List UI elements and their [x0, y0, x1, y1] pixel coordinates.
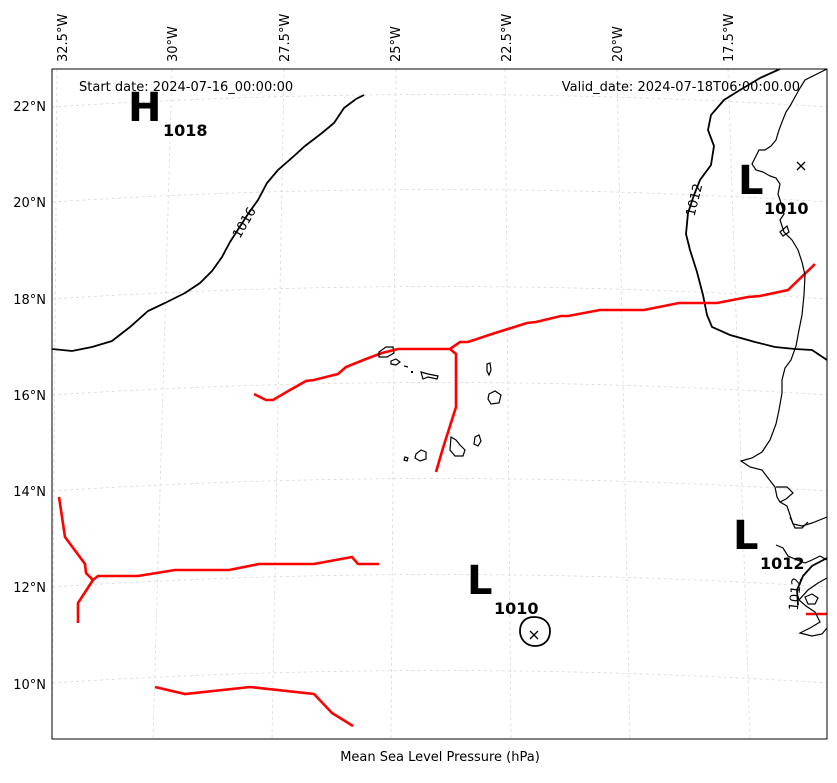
island-santo-antao: [378, 346, 395, 358]
trough-branch: [434, 348, 458, 473]
trough-line: [57, 496, 379, 582]
low-value: 1012: [760, 554, 805, 573]
lat-tick-label: 10°N: [13, 678, 46, 693]
map-area: [52, 69, 827, 739]
meridian-line: [616, 69, 631, 739]
lon-tick-label: 25°W: [389, 26, 404, 62]
lat-tick-label: 22°N: [13, 100, 46, 115]
island-fogo: [414, 449, 427, 462]
coast-detail: [779, 224, 790, 237]
island-sao-vicente: [390, 358, 401, 366]
lat-tick-label: 16°N: [13, 389, 46, 404]
lat-tick-label: 12°N: [13, 581, 46, 596]
meridian-line: [271, 69, 285, 739]
lat-tick-label: 20°N: [13, 196, 46, 211]
lon-tick-labels: 32.5°W 30°W 27.5°W 25°W 22.5°W 20°W 17.5…: [56, 14, 737, 62]
island-sao-nicolau: [420, 371, 439, 380]
lon-tick-label: 22.5°W: [500, 14, 515, 62]
isobar-1010-south: [519, 616, 551, 647]
trough-line: [154, 685, 354, 728]
island-santiago: [449, 435, 466, 457]
lon-tick-label: 32.5°W: [56, 14, 71, 62]
coastlines: [378, 69, 827, 637]
isobar-1012-east: [796, 557, 827, 606]
low-letter: L: [733, 513, 759, 559]
map-frame: [51, 68, 828, 740]
map-caption: Mean Sea Level Pressure (hPa): [340, 750, 540, 765]
lon-tick-label: 27.5°W: [278, 14, 293, 62]
island-boa-vista: [487, 390, 502, 405]
coast-detail: [776, 486, 794, 503]
meridian-line: [52, 69, 58, 739]
island-maio: [473, 434, 482, 447]
coast-detail: [798, 577, 827, 637]
x-marker: [529, 630, 539, 640]
island-santa-luzia: [403, 365, 409, 368]
start-date: Start date: 2024-07-16_00:00:00: [79, 80, 293, 95]
lat-tick-label: 18°N: [13, 293, 46, 308]
meridian-line: [152, 69, 173, 739]
x-marker: [796, 161, 806, 171]
island-sal: [486, 362, 492, 377]
troughs: [57, 263, 827, 728]
isobar-1012-north: [685, 69, 827, 361]
isobar-label: 1012: [787, 577, 805, 611]
lat-tick-label: 14°N: [13, 485, 46, 500]
lon-tick-label: 17.5°W: [722, 14, 737, 62]
meridian-line: [504, 69, 512, 739]
low-value: 1010: [494, 599, 539, 618]
meridian-line: [727, 69, 751, 739]
island-dot: [411, 371, 413, 373]
island-brava: [403, 456, 409, 462]
graticule: [52, 69, 827, 739]
meridian-line: [390, 69, 397, 739]
lon-tick-label: 20°W: [611, 26, 626, 62]
trough-branch: [76, 579, 95, 623]
low-letter: L: [467, 558, 493, 604]
low-value: 1010: [764, 199, 809, 218]
lat-tick-labels: 22°N 20°N 18°N 16°N 14°N 12°N 10°N: [13, 100, 46, 693]
lon-tick-label: 30°W: [166, 26, 181, 62]
valid-date: Valid_date: 2024-07-18T06:00:00.00: [562, 80, 800, 95]
coast-detail: [804, 593, 819, 605]
low-letter: L: [738, 158, 764, 204]
high-letter: H: [128, 85, 161, 131]
isobar-1016: [52, 94, 365, 352]
center-markers: [529, 161, 806, 640]
coast-detail: [789, 516, 809, 529]
high-value: 1018: [163, 121, 208, 140]
coast-detail: [775, 544, 827, 564]
isobars: [52, 69, 827, 647]
trough-line: [253, 263, 816, 402]
africa-coastline: [739, 69, 827, 527]
